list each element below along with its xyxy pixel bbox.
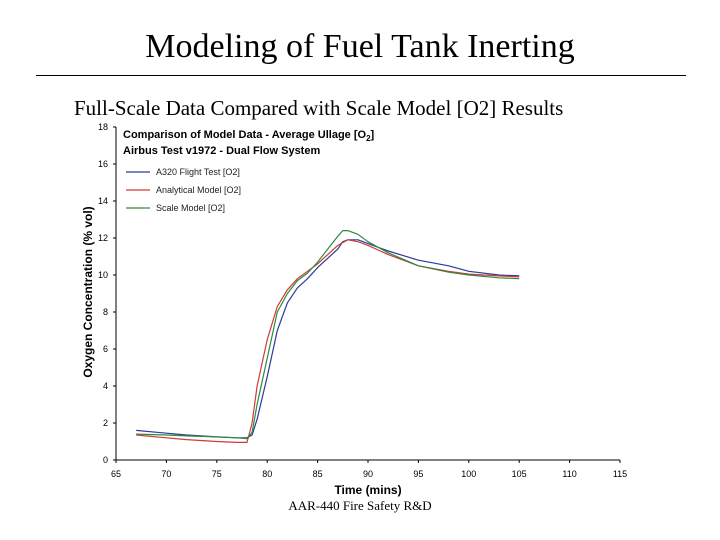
legend-label-3: Scale Model [O2] [156, 203, 225, 213]
x-tick-label: 105 [512, 469, 527, 479]
y-tick-label: 0 [103, 455, 108, 465]
y-tick-label: 16 [98, 159, 108, 169]
chart-title: Comparison of Model Data - Average Ullag… [123, 129, 375, 143]
series-line-1 [136, 239, 520, 439]
x-tick-label: 115 [613, 469, 627, 479]
y-tick-label: 8 [103, 307, 108, 317]
slide-subtitle: Full-Scale Data Compared with Scale Mode… [74, 96, 564, 120]
y-tick-label: 4 [103, 381, 108, 391]
y-tick-label: 2 [103, 418, 108, 428]
x-tick-label: 100 [461, 469, 476, 479]
series-line-2 [136, 239, 520, 443]
x-tick-label: 80 [262, 469, 272, 479]
x-tick-label: 110 [562, 469, 576, 479]
title-divider [36, 75, 686, 76]
slide-footer: AAR-440 Fire Safety R&D [288, 498, 432, 513]
x-tick-label: 70 [161, 469, 171, 479]
chart-titles: Comparison of Model Data - Average Ullag… [123, 129, 375, 157]
x-tick-label: 65 [111, 469, 121, 479]
y-tick-label: 10 [98, 270, 108, 280]
y-tick-label: 18 [98, 122, 108, 132]
x-tick-label: 85 [313, 469, 323, 479]
chart-ticks: 65 70 75 80 85 90 95 100 105 110 115 0 2 4 6 8 10 12 14 16 1… [98, 122, 627, 479]
x-tick-label: 95 [413, 469, 423, 479]
legend-label-1: A320 Flight Test [O2] [156, 167, 240, 177]
y-tick-label: 6 [103, 344, 108, 354]
x-tick-label: 90 [363, 469, 373, 479]
chart-legend: A320 Flight Test [O2] Analytical Model [O… [122, 161, 262, 217]
series-line-3 [136, 230, 520, 440]
legend-label-2: Analytical Model [O2] [156, 185, 241, 195]
y-axis-label: Oxygen Concentration (% vol) [81, 206, 95, 377]
slide-title: Modeling of Fuel Tank Inerting [145, 28, 575, 65]
chart-subtitle: Airbus Test v1972 - Dual Flow System [123, 145, 320, 157]
y-tick-label: 14 [98, 196, 108, 206]
chart-series [136, 230, 520, 443]
x-tick-label: 75 [212, 469, 222, 479]
x-axis-label: Time (mins) [334, 483, 401, 497]
y-tick-label: 12 [98, 233, 108, 243]
